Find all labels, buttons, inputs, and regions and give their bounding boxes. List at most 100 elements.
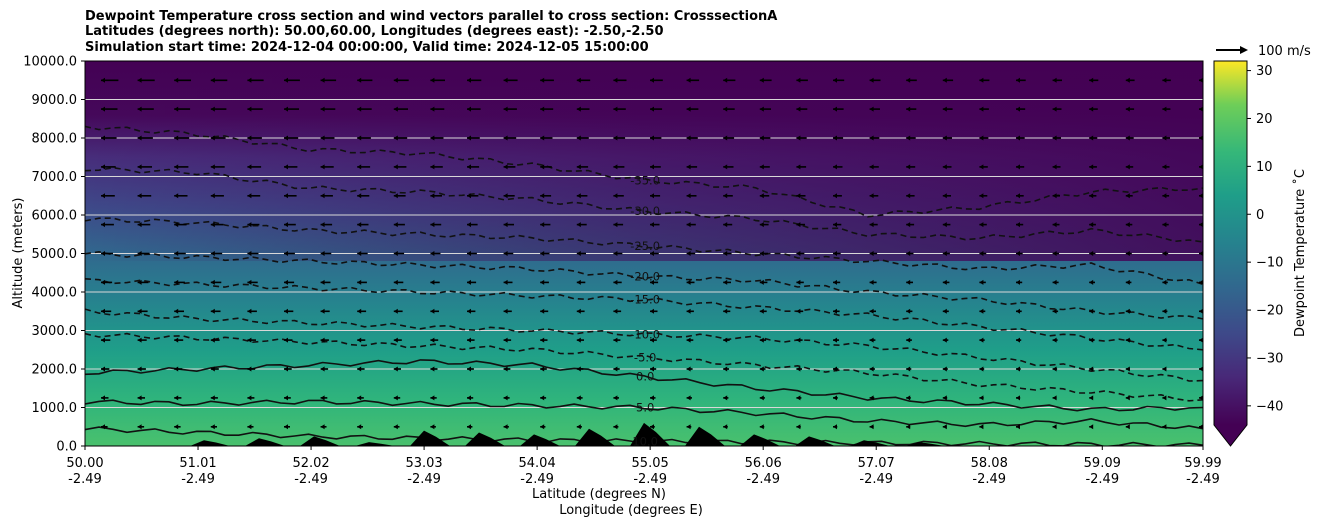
wind-vector-head	[503, 337, 508, 343]
wind-vector-head	[430, 222, 435, 228]
x-tick-label-lon: -2.49	[520, 472, 554, 487]
wind-vector-head	[393, 424, 398, 430]
wind-vector-head	[833, 251, 837, 256]
wind-vector-head	[1089, 337, 1094, 343]
wind-vector-head	[137, 279, 142, 285]
chart-title-line-3: Simulation start time: 2024-12-04 00:00:…	[85, 40, 649, 55]
wind-vector-head	[833, 135, 837, 141]
wind-vector-head	[101, 424, 105, 430]
wind-vector-head	[869, 366, 874, 372]
x-tick-label-lat: 58.08	[971, 456, 1008, 471]
wind-vector-head	[613, 424, 618, 430]
wind-vector-head	[320, 164, 325, 170]
wind-vector-head	[137, 193, 142, 199]
wind-vector-head	[137, 337, 142, 343]
wind-vector-head	[1089, 77, 1094, 83]
wind-vector-head	[503, 424, 508, 430]
wind-vector-head	[1052, 308, 1057, 314]
x-tick-label-lat: 56.06	[745, 456, 782, 471]
wind-vector-head	[576, 337, 581, 343]
x-tick-label-lon: -2.49	[859, 472, 893, 487]
wind-vector-head	[284, 366, 288, 372]
wind-vector-head	[320, 77, 325, 83]
wind-vector-head	[137, 77, 142, 83]
wind-vector-head	[101, 251, 105, 256]
wind-vector-head	[540, 164, 545, 170]
wind-vector-head	[759, 366, 764, 372]
wind-vector-head	[869, 308, 874, 314]
wind-vector-head	[869, 279, 874, 285]
y-tick-label: 10000.0	[23, 55, 77, 70]
wind-vector-head	[503, 193, 508, 199]
wind-vector-head	[576, 279, 581, 285]
wind-vector-head	[979, 337, 984, 343]
wind-vector-head	[101, 164, 105, 170]
wind-vector-head	[796, 193, 801, 199]
wind-vector-head	[759, 135, 764, 141]
wind-vector-head	[1052, 424, 1057, 430]
wind-vector-head	[576, 251, 581, 256]
wind-vector-head	[174, 366, 179, 372]
x-axis-label: Latitude (degrees N)	[532, 487, 666, 502]
wind-vector-head	[467, 135, 471, 141]
wind-vector-head	[1089, 308, 1094, 314]
wind-vector-head	[1052, 135, 1057, 141]
wind-vector-head	[759, 395, 764, 401]
wind-vector-head	[503, 279, 508, 285]
x-tick-label-lat: 57.07	[858, 456, 895, 471]
wind-vector-head	[247, 106, 252, 112]
wind-vector-head	[979, 279, 984, 285]
y-tick-label: 7000.0	[32, 170, 78, 185]
wind-vector-head	[393, 366, 398, 372]
wind-vector-head	[1016, 106, 1020, 112]
wind-vector-head	[137, 395, 142, 401]
wind-vector-head	[942, 77, 947, 83]
y-tick-label: 6000.0	[32, 209, 78, 224]
contour-label: -10.0	[630, 327, 660, 341]
wind-vector-head	[284, 279, 288, 285]
wind-vector-head	[576, 135, 581, 141]
x-tick-label-lon: -2.49	[1085, 472, 1119, 487]
wind-vector-head	[869, 106, 874, 112]
x-tick-label-lon: -2.49	[1186, 472, 1220, 487]
wind-vector-head	[1199, 164, 1203, 170]
wind-vector-head	[101, 222, 105, 228]
x-tick-label-lat: 53.03	[405, 456, 442, 471]
wind-vector-head	[759, 279, 764, 285]
wind-vector-head	[650, 395, 654, 401]
wind-vector-head	[1162, 106, 1167, 112]
wind-vector-head	[796, 164, 801, 170]
wind-vector-head	[650, 106, 654, 112]
wind-vector-head	[430, 279, 435, 285]
wind-vector-head	[979, 164, 984, 170]
wind-vector-head	[1052, 164, 1057, 170]
wind-vector-head	[686, 193, 691, 199]
wind-vector-head	[869, 337, 874, 343]
wind-vector-head	[1016, 135, 1020, 141]
wind-vector-head	[1089, 279, 1094, 285]
wind-vector-head	[906, 308, 911, 314]
wind-vector-head	[467, 424, 471, 430]
wind-vector-head	[503, 308, 508, 314]
wind-vector-head	[210, 106, 215, 112]
wind-vector-head	[1052, 251, 1057, 256]
wind-vector-head	[174, 164, 179, 170]
wind-vector-head	[1162, 222, 1167, 228]
wind-vector-head	[284, 308, 288, 314]
wind-vector-head	[1125, 222, 1130, 228]
wind-vector-head	[613, 77, 618, 83]
wind-vector-head	[833, 77, 837, 83]
wind-vector-head	[284, 222, 288, 228]
wind-vector-head	[320, 135, 325, 141]
wind-vector-head	[467, 251, 471, 256]
wind-vector-head	[1125, 164, 1130, 170]
wind-vector-head	[284, 135, 288, 141]
y-tick-label: 9000.0	[32, 93, 78, 108]
wind-vector-head	[540, 135, 545, 141]
wind-vector-head	[247, 77, 252, 83]
wind-vector-head	[1016, 164, 1020, 170]
wind-vector-head	[210, 251, 215, 256]
wind-vector-head	[174, 222, 179, 228]
wind-vector-head	[430, 395, 435, 401]
wind-vector-head	[576, 193, 581, 199]
